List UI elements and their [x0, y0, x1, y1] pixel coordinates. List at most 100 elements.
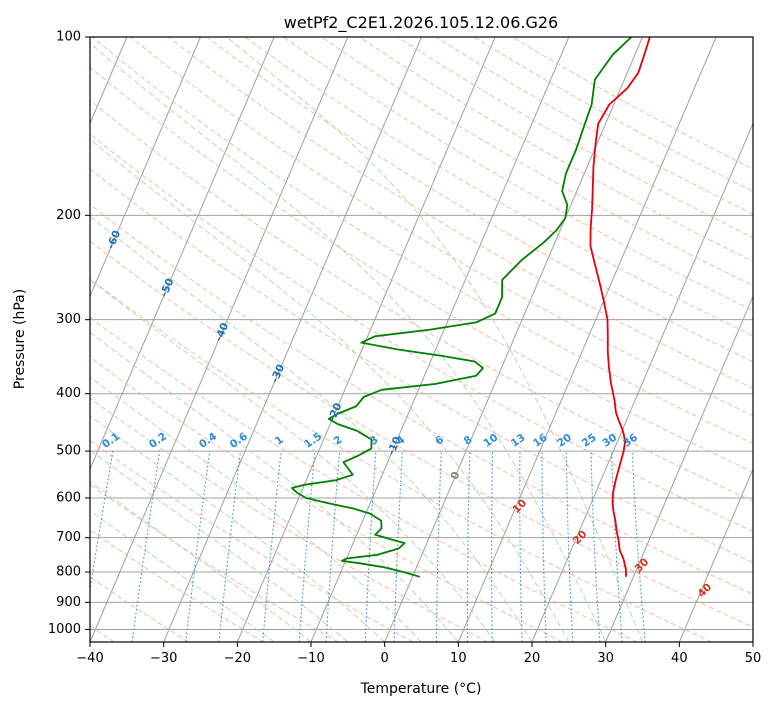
moist-adiabat-line	[90, 331, 459, 642]
mixing-ratio-label: 6	[433, 434, 446, 448]
isotherm-line	[384, 37, 643, 642]
mixing-ratio-label: 0.2	[147, 430, 169, 451]
x-tick-label: 0	[381, 651, 389, 666]
y-tick-label: 500	[56, 444, 81, 459]
dry-adiabat-line	[90, 356, 563, 642]
y-tick-label: 400	[56, 386, 81, 401]
dewpoint-profile	[291, 37, 633, 578]
moist-adiabat-line	[90, 376, 422, 642]
mixing-ratio-label: 20	[555, 432, 574, 450]
mixing-ratio-line	[90, 451, 114, 594]
dry-adiabat-line	[90, 168, 753, 563]
x-tick-label: −10	[297, 651, 324, 666]
x-tick-label: −20	[224, 651, 251, 666]
dry-adiabat-line	[90, 240, 753, 628]
dry-adiabat-line	[90, 483, 339, 642]
moist-adiabat-line	[226, 37, 643, 642]
dry-adiabat-line	[90, 66, 753, 473]
dry-adiabat-line	[206, 37, 753, 363]
dry-adiabat-line	[90, 203, 753, 595]
mixing-ratio-line	[262, 451, 282, 642]
chart-title: wetPf2_C2E1.2026.105.12.06.G26	[284, 13, 558, 33]
temperature-profile	[589, 37, 651, 577]
mixing-ratio-label: 25	[580, 432, 599, 450]
axes: −40 −30 −20 −10 0 10 20 30 40 5010020030040050060…	[48, 30, 761, 667]
mixing-ratio-line	[364, 451, 377, 642]
mixing-ratio-label: 2	[332, 434, 345, 448]
plot-frame	[89, 36, 754, 643]
mixing-ratio-label: 3	[368, 434, 381, 448]
isotherm-line	[605, 295, 753, 642]
dry-adiabat-line	[168, 37, 753, 389]
dry-adiabat-line	[90, 397, 488, 642]
y-tick-label: 1000	[48, 622, 81, 637]
mixing-ratio-label: 1.5	[302, 430, 324, 451]
x-axis-label: Temperature (°C)	[360, 681, 482, 697]
y-tick-label: 600	[56, 491, 81, 506]
isotherm-line	[163, 37, 422, 642]
dry-adiabat-line	[90, 440, 414, 642]
y-axis-label: Pressure (hPa)	[12, 289, 28, 389]
x-tick-label: 20	[524, 651, 541, 666]
mixing-ratio-line	[565, 451, 574, 642]
mixing-ratio-label: 13	[509, 432, 528, 450]
dry-adiabat-line	[244, 37, 753, 337]
mixing-ratio-line	[435, 451, 442, 642]
x-tick-label: 10	[450, 651, 467, 666]
y-tick-label: 700	[56, 530, 81, 545]
mixing-ratio-label: 0.1	[100, 430, 122, 451]
moist-adiabat-line	[90, 42, 607, 642]
isotherm-line	[752, 640, 753, 642]
dry-adiabat-line	[282, 37, 753, 312]
isotherm-line	[90, 37, 201, 298]
mixing-ratio-line	[185, 451, 211, 642]
dry-adiabat-line	[90, 316, 638, 642]
mixing-ratio-line	[491, 451, 494, 642]
isotherm-label: -80	[0, 130, 18, 152]
mixing-ratio-line	[298, 451, 316, 642]
moist-adiabat-line	[90, 449, 349, 642]
isotherm-label: 0	[449, 470, 463, 481]
mixing-ratio-line	[218, 451, 242, 642]
x-tick-label: 50	[745, 651, 762, 666]
y-tick-label: 200	[56, 208, 81, 223]
isotherm-line	[457, 37, 717, 642]
dry-adiabat-line	[90, 278, 712, 642]
x-tick-label: 40	[671, 651, 688, 666]
mixing-ratio-line	[131, 451, 161, 642]
plot-area: -100-90-80-70-60-50-40-30-20-1000.10.20.…	[0, 37, 753, 642]
isotherm-label: -60	[105, 229, 123, 251]
y-tick-label: 100	[56, 30, 81, 45]
dry-adiabat-line	[90, 576, 190, 642]
x-tick-label: 30	[597, 651, 614, 666]
x-tick-label: −30	[150, 651, 177, 666]
mixing-ratio-label: 1	[273, 434, 286, 448]
moist-adiabat-line	[90, 481, 312, 642]
mixing-ratio-line	[631, 451, 646, 642]
dry-adiabat-line	[435, 37, 753, 215]
isotherm-label: -70	[53, 177, 71, 199]
isotherm-line	[531, 122, 753, 642]
y-tick-label: 300	[56, 312, 81, 327]
dry-adiabat-line	[511, 37, 753, 170]
dry-adiabat-line	[90, 99, 753, 502]
x-tick-label: −40	[76, 651, 103, 666]
mixing-ratio-label: 30	[600, 432, 619, 450]
moist-adiabat-line	[90, 138, 570, 642]
moist-adiabat-line	[90, 215, 533, 642]
dry-adiabat-line	[91, 37, 753, 445]
isotherm-line	[678, 467, 753, 642]
mixing-ratio-label: 10	[481, 432, 500, 450]
mixing-ratio-label: 0.4	[197, 430, 219, 451]
y-tick-label: 900	[56, 595, 81, 610]
dry-adiabat-line	[359, 37, 753, 262]
isotherm-line	[90, 37, 275, 471]
moist-adiabat-line	[90, 415, 386, 642]
dry-adiabat-line	[90, 529, 264, 642]
isotherm-label: -50	[158, 277, 176, 299]
isotherm-label: -40	[213, 321, 231, 343]
mixing-ratio-line	[610, 451, 623, 642]
dry-adiabat-line	[90, 133, 753, 533]
